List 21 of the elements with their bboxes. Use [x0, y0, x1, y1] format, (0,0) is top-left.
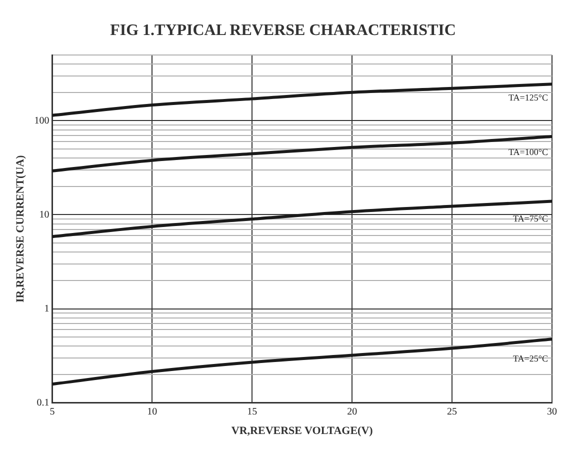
x-tick-label: 5 — [50, 406, 55, 418]
x-tick-label: 30 — [547, 406, 557, 418]
series-label: TA=100°C — [508, 146, 548, 157]
line-series — [52, 134, 552, 172]
series-label: TA=125°C — [508, 92, 548, 102]
x-tick-label: 15 — [247, 406, 258, 418]
x-axis-title: VR,REVERSE VOLTAGE(V) — [231, 425, 374, 438]
line-series — [52, 338, 552, 386]
x-tick-label: 10 — [147, 406, 158, 418]
chart-title: FIG 1.TYPICAL REVERSE CHARACTERISTIC — [109, 22, 457, 41]
y-tick-label: 100 — [34, 115, 50, 126]
y-tick-label: 1 — [44, 303, 50, 314]
line-series — [52, 82, 552, 117]
y-tick-label: 0.1 — [36, 397, 50, 408]
series-label: TA=25°C — [513, 354, 548, 364]
series-label: TA=75°C — [513, 214, 548, 224]
y-axis-title: IR,REVERSE CURRENT(UA) — [14, 154, 26, 303]
line-series — [52, 200, 552, 238]
y-tick-label: 10 — [39, 209, 50, 220]
x-tick-label: 20 — [347, 406, 358, 418]
x-tick-label: 25 — [447, 406, 458, 418]
